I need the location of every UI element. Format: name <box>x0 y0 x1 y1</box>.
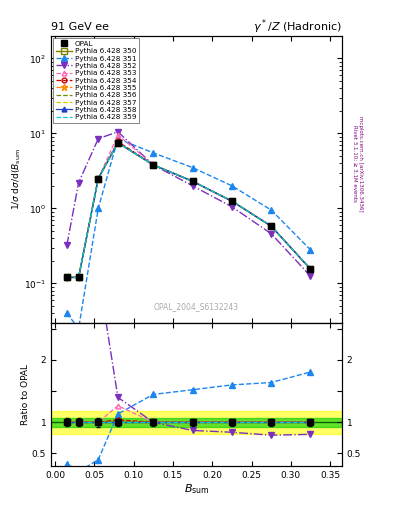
Legend: OPAL, Pythia 6.428 350, Pythia 6.428 351, Pythia 6.428 352, Pythia 6.428 353, Py: OPAL, Pythia 6.428 350, Pythia 6.428 351… <box>53 38 139 123</box>
Text: mcplots.cern.ch [arXiv:1306.3436]: mcplots.cern.ch [arXiv:1306.3436] <box>358 116 364 211</box>
X-axis label: $B_\mathrm{sum}$: $B_\mathrm{sum}$ <box>184 482 209 496</box>
Y-axis label: Ratio to OPAL: Ratio to OPAL <box>22 364 31 425</box>
Text: $\gamma^*/Z$ (Hadronic): $\gamma^*/Z$ (Hadronic) <box>253 17 342 36</box>
Text: Rivet 3.1.10; ≥ 3.1M events: Rivet 3.1.10; ≥ 3.1M events <box>352 125 357 202</box>
Text: OPAL_2004_S6132243: OPAL_2004_S6132243 <box>154 302 239 311</box>
Y-axis label: $1/\sigma\;\mathrm{d}\sigma/\mathrm{d}(B_\mathrm{sum}$: $1/\sigma\;\mathrm{d}\sigma/\mathrm{d}(B… <box>10 148 22 210</box>
Text: 91 GeV ee: 91 GeV ee <box>51 23 109 32</box>
